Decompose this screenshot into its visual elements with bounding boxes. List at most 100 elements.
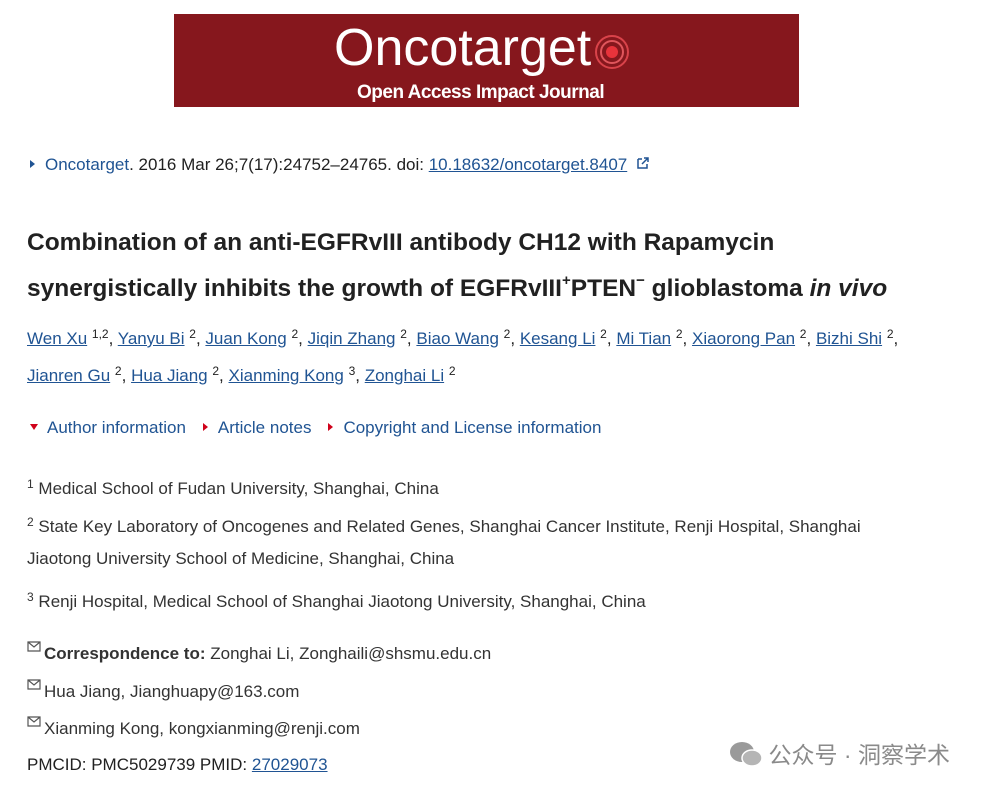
author-link[interactable]: Jiqin Zhang [307, 329, 396, 348]
author-link[interactable]: Mi Tian [616, 329, 672, 348]
title-italic: in vivo [809, 275, 888, 302]
author-affiliation: 2 [675, 327, 683, 341]
title-line: glioblastoma [644, 275, 810, 302]
separator: , [298, 329, 303, 348]
author-affiliation: 2 [448, 364, 456, 378]
affiliation-number: 2 [27, 514, 34, 529]
affiliation-number: 3 [27, 589, 34, 604]
logo-name: Oncotarget [334, 19, 592, 77]
author-affiliation: 2 [189, 327, 196, 341]
author-row: Jianren Gu 2, Hua Jiang 2, Xianming Kong… [27, 359, 456, 388]
title-sup: − [636, 272, 645, 289]
correspondence-contact: Xianming Kong, kongxianming@renji.com [44, 719, 360, 738]
author-affiliation: 3 [348, 364, 356, 378]
watermark-text: 公众号 · 洞察学术 [768, 742, 950, 768]
author-link[interactable]: Juan Kong [205, 329, 287, 348]
author-row: Wen Xu 1,2, Yanyu Bi 2, Juan Kong 2, Jiq… [27, 322, 898, 351]
author-affiliation: 2 [212, 364, 220, 378]
doi-link[interactable]: 10.18632/oncotarget.8407 [428, 155, 628, 174]
toggle-icon [30, 424, 38, 430]
author-link[interactable]: Xianming Kong [228, 366, 344, 385]
email-icon-shape [27, 716, 41, 727]
affiliation-text: Jiaotong University School of Medicine, … [27, 549, 455, 568]
author-link[interactable]: Hua Jiang [131, 366, 208, 385]
article-title: Combination of an anti-EGFRvIII antibody… [27, 224, 887, 308]
toggle-icon-shape [202, 423, 208, 431]
journal-logo[interactable]: Oncotarget Open Access Impact Journal [174, 14, 799, 107]
affiliation-text: Medical School of Fudan University, Shan… [38, 479, 439, 498]
section-toggle[interactable]: Author information [47, 418, 186, 437]
affiliation-line: 1 Medical School of Fudan University, Sh… [27, 472, 439, 501]
author-link[interactable]: Bizhi Shi [815, 329, 883, 348]
separator: , [510, 329, 516, 348]
email-icon-shape [27, 641, 41, 652]
correspondence-contact: Zonghai Li, Zonghaili@shsmu.edu.cn [210, 644, 492, 663]
title-sup: + [562, 272, 571, 289]
pmcid: PMCID: PMC5029739 [27, 755, 196, 774]
title-line: synergistically inhibits the growth of E… [27, 275, 562, 302]
author-link[interactable]: Xiaorong Pan [692, 329, 796, 348]
separator: , [355, 366, 360, 385]
author-link[interactable]: Kesang Li [519, 329, 596, 348]
correspondence-line: Correspondence to: Zonghai Li, Zonghaili… [27, 641, 491, 666]
author-affiliation: 2 [400, 327, 407, 341]
author-link[interactable]: Biao Wang [416, 329, 499, 348]
author-affiliation: 2 [799, 327, 807, 341]
logo-tagline: Open Access Impact Journal [357, 82, 605, 103]
author-affiliation: 2 [600, 327, 607, 341]
email-icon [27, 641, 41, 652]
affiliation-text: State Key Laboratory of Oncogenes and Re… [38, 516, 861, 536]
journal-link[interactable]: Oncotarget [45, 155, 130, 174]
expand-icon [30, 160, 35, 168]
toggle-icon-shape [30, 424, 38, 430]
toggle-icon [328, 423, 334, 431]
correspondence-contact: Hua Jiang, Jianghuapy@163.com [44, 681, 300, 701]
email-icon [27, 678, 41, 690]
author-affiliation: 2 [886, 327, 894, 341]
correspondence-label: Correspondence to: [44, 644, 206, 663]
watermark: 公众号 · 洞察学术 [729, 736, 950, 770]
separator: , [806, 329, 812, 348]
affiliation-line: Jiaotong University School of Medicine, … [27, 547, 454, 571]
toggle-icon [202, 423, 208, 431]
author-affiliation: 2 [114, 364, 122, 378]
email-icon-shape [27, 678, 41, 690]
author-link[interactable]: Wen Xu [27, 329, 88, 348]
author-link[interactable]: Zonghai Li [364, 366, 445, 385]
affiliation-number: 1 [27, 477, 34, 491]
author-link[interactable]: Yanyu Bi [117, 329, 185, 348]
section-toggle[interactable]: Copyright and License information [343, 418, 602, 437]
wechat-icon [729, 742, 763, 767]
separator: , [682, 329, 688, 348]
toggle-icon-shape [328, 423, 334, 431]
correspondence-line: Hua Jiang, Jianghuapy@163.com [27, 678, 300, 704]
affiliation-line: 3 Renji Hospital, Medical School of Shan… [27, 585, 646, 614]
author-affiliation: 2 [291, 327, 299, 341]
identifiers: PMCID: PMC5029739 PMID: 27029073 [27, 753, 328, 777]
affiliation-text: Renji Hospital, Medical School of Shangh… [38, 591, 646, 611]
separator: , [195, 329, 201, 348]
email-icon [27, 716, 41, 727]
title-line: Combination of an anti-EGFRvIII antibody… [27, 229, 775, 256]
citation-details: . 2016 Mar 26;7(17):24752–24765. doi: [129, 155, 429, 174]
section-toggles: Author information Article notes Copyright… [27, 416, 601, 440]
pmid-label: PMID: [199, 755, 248, 774]
author-link[interactable]: Jianren Gu [27, 366, 111, 385]
separator: , [406, 329, 412, 348]
logo-target [595, 35, 629, 69]
affiliation-line: 2 State Key Laboratory of Oncogenes and … [27, 510, 861, 539]
separator: , [893, 329, 899, 348]
separator: , [219, 366, 224, 385]
separator: , [108, 329, 114, 348]
author-affiliation: 1,2 [91, 327, 109, 341]
separator: , [606, 329, 612, 348]
citation: Oncotarget. 2016 Mar 26;7(17):24752–2476… [27, 153, 650, 177]
correspondence-line: Xianming Kong, kongxianming@renji.com [27, 716, 360, 741]
external-link-icon [637, 157, 649, 169]
author-affiliation: 2 [503, 327, 511, 341]
section-toggle[interactable]: Article notes [217, 418, 312, 437]
pmid-link[interactable]: 27029073 [251, 755, 328, 774]
title-line: PTEN [570, 275, 637, 302]
separator: , [121, 366, 127, 385]
